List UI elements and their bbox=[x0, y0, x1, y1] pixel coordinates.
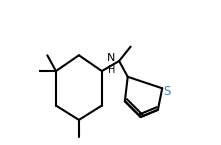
Text: H: H bbox=[108, 65, 115, 75]
Text: N: N bbox=[107, 53, 115, 63]
Text: S: S bbox=[164, 85, 171, 98]
